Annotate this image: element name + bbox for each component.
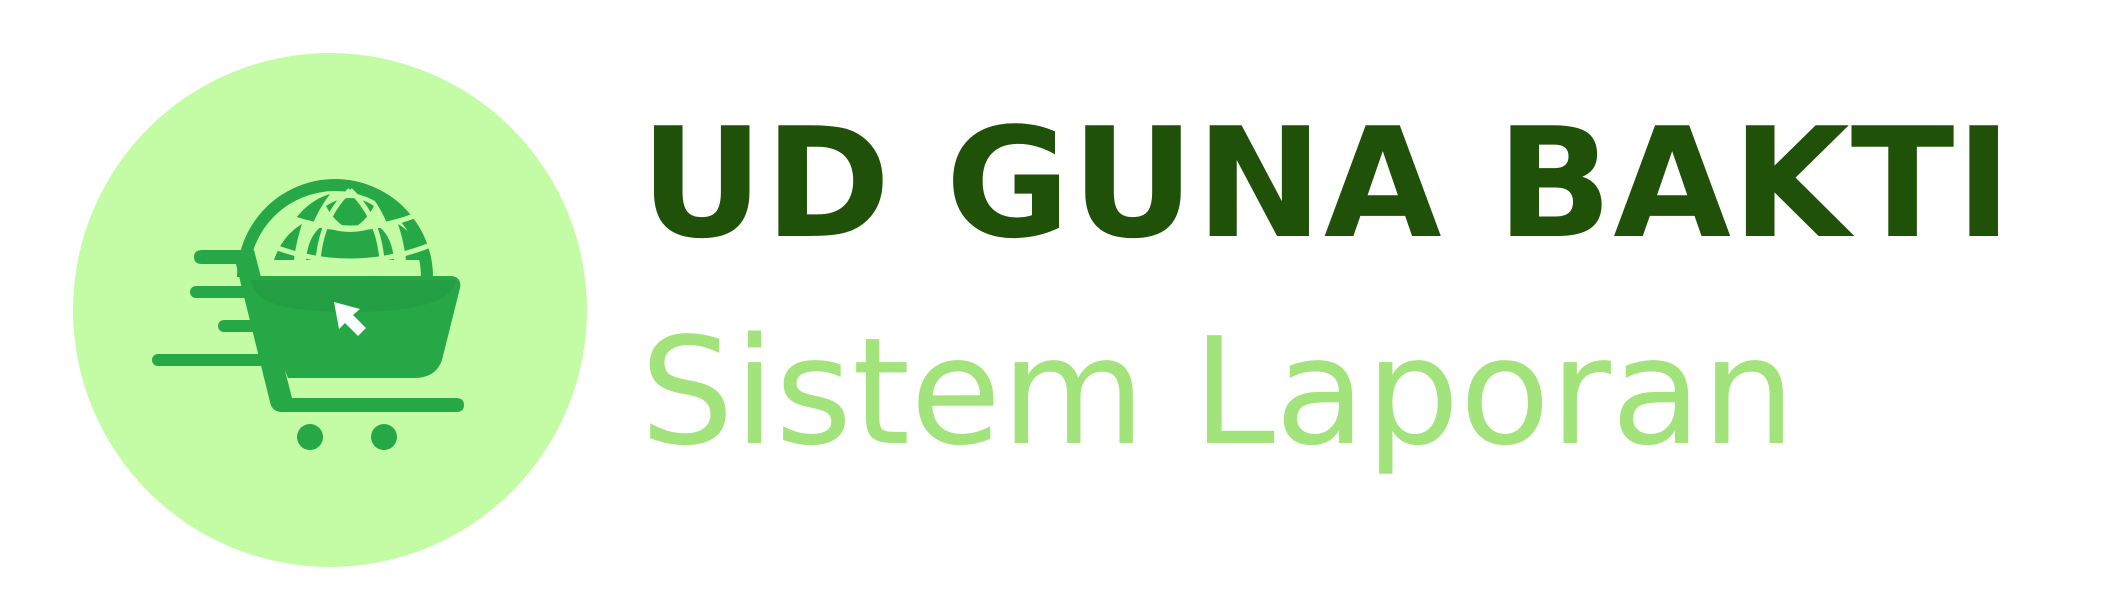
cursor-icon — [334, 302, 366, 336]
globe-icon — [237, 179, 433, 277]
cart-wheel-left — [297, 424, 323, 450]
logo-mark — [73, 53, 587, 567]
cart-wheel-right — [371, 424, 397, 450]
brand-title: UD GUNA BAKTI — [640, 95, 2013, 272]
brand-subtitle: Sistem Laporan — [640, 306, 1796, 478]
shopping-cart-globe-icon — [194, 179, 464, 450]
